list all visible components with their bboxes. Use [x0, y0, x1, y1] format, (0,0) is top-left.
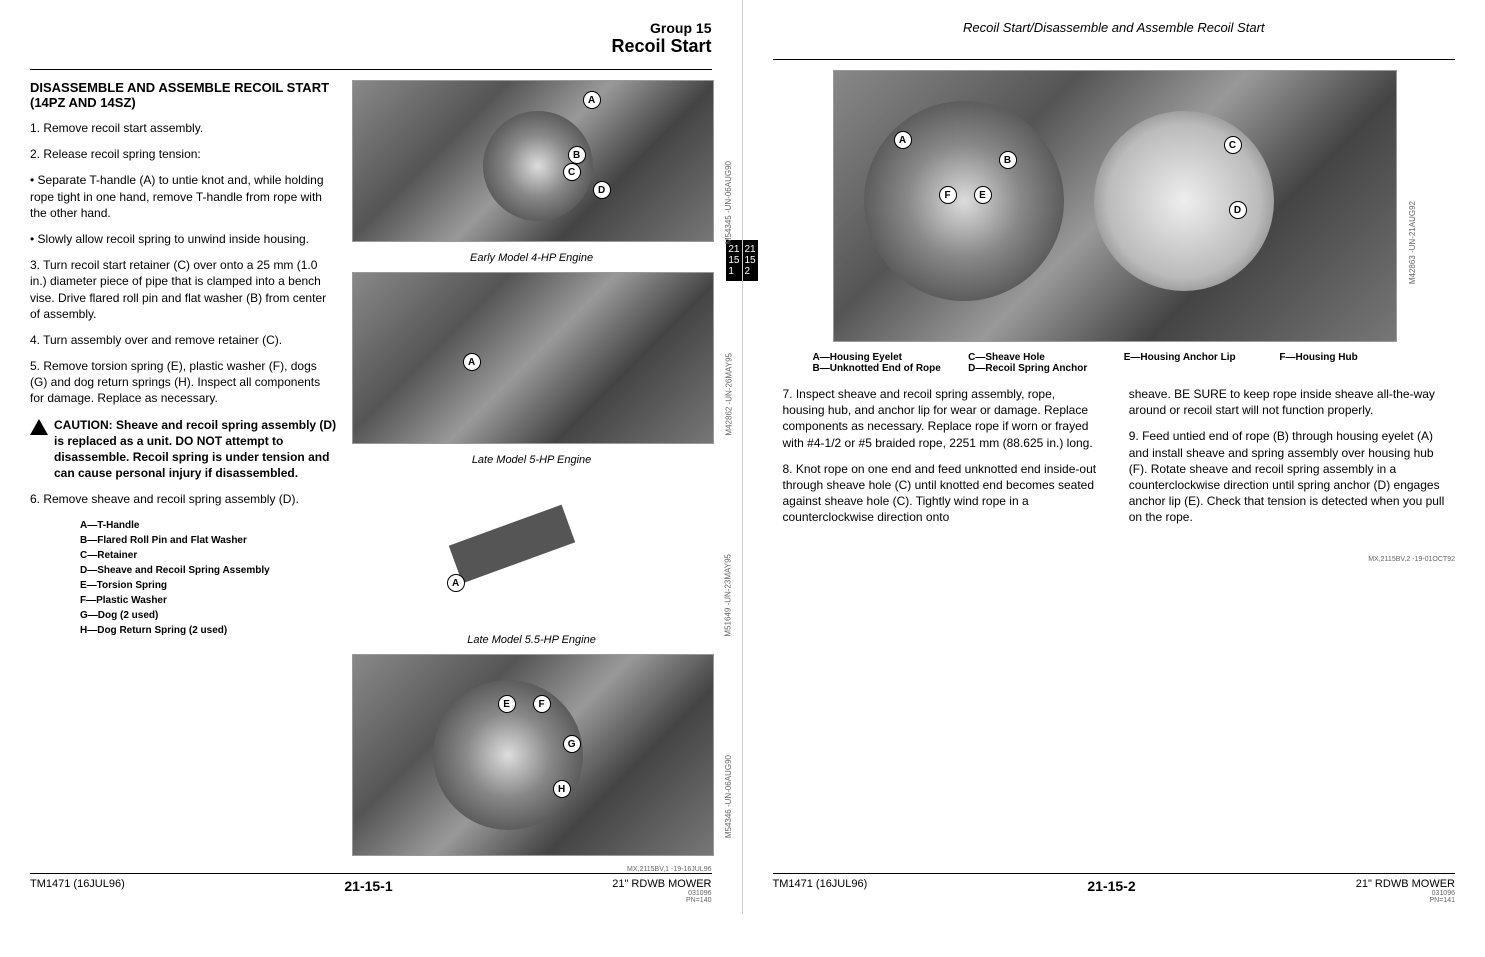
footer-page: 21-15-2 [1087, 878, 1135, 904]
step: sheave. BE SURE to keep rope inside shea… [1129, 386, 1445, 418]
text-column: DISASSEMBLE AND ASSEMBLE RECOIL START (1… [30, 80, 337, 873]
figure-code: M54346 -UN-06AUG90 [725, 755, 734, 838]
side-tab: 21 15 2 [743, 240, 758, 281]
page-footer: TM1471 (16JUL96) 21-15-2 21" RDWB MOWER … [773, 873, 1456, 904]
figure-1: A B C D M54345 -UN-06AUG90 [352, 80, 714, 242]
legend-item: F—Plastic Washer [80, 593, 337, 608]
footer-doc: TM1471 (16JUL96) [30, 878, 125, 904]
body-col-2: sheave. BE SURE to keep rope inside shea… [1129, 386, 1445, 536]
page-left: Group 15 Recoil Start 21 15 1 DISASSEMBL… [0, 0, 743, 914]
image-column: A B C D M54345 -UN-06AUG90 Early Model 4… [352, 80, 712, 873]
legend-item: A—T-Handle [80, 518, 337, 533]
content: DISASSEMBLE AND ASSEMBLE RECOIL START (1… [30, 80, 712, 873]
warning-icon [30, 419, 48, 435]
rule [773, 59, 1456, 60]
legend-col: F—Housing Hub [1279, 352, 1415, 374]
legend-item: B—Flared Roll Pin and Flat Washer [80, 533, 337, 548]
group-label: Group 15 [30, 20, 712, 36]
caution-text: CAUTION: Sheave and recoil spring assemb… [54, 417, 337, 482]
figure-code: M54345 -UN-06AUG90 [725, 161, 734, 244]
page-right: Recoil Start/Disassemble and Assemble Re… [743, 0, 1485, 914]
legend-item: D—Sheave and Recoil Spring Assembly [80, 563, 337, 578]
figure-caption: Late Model 5.5-HP Engine [352, 634, 712, 646]
body-col-1: 7. Inspect sheave and recoil spring asse… [783, 386, 1099, 536]
step: • Slowly allow recoil spring to unwind i… [30, 231, 337, 247]
section-title: Recoil Start [30, 36, 712, 57]
legend-col: E—Housing Anchor Lip [1124, 352, 1260, 374]
caution-block: CAUTION: Sheave and recoil spring assemb… [30, 417, 337, 482]
step: 6. Remove sheave and recoil spring assem… [30, 491, 337, 507]
step: 7. Inspect sheave and recoil spring asse… [783, 386, 1099, 451]
figure-right: A B F E C D M42863 -UN-21AUG92 [833, 70, 1398, 342]
step: • Separate T-handle (A) to untie knot an… [30, 172, 337, 221]
figure-code: M51649 -UN-23MAY95 [724, 554, 733, 637]
parts-legend: A—T-Handle B—Flared Roll Pin and Flat Wa… [80, 518, 337, 638]
footer-page: 21-15-1 [344, 878, 392, 904]
footer-doc: TM1471 (16JUL96) [773, 878, 868, 904]
step: 9. Feed untied end of rope (B) through h… [1129, 428, 1445, 525]
revision-code: MX,2115BV,1 -19-16JUL96 [352, 866, 712, 873]
body-columns: 7. Inspect sheave and recoil spring asse… [773, 386, 1456, 536]
step: 3. Turn recoil start retainer (C) over o… [30, 257, 337, 322]
step: 4. Turn assembly over and remove retaine… [30, 332, 337, 348]
step: 1. Remove recoil start assembly. [30, 120, 337, 136]
legend-item: G—Dog (2 used) [80, 608, 337, 623]
step: 8. Knot rope on one end and feed unknott… [783, 461, 1099, 526]
legend-col: A—Housing Eyelet B—Unknotted End of Rope [813, 352, 949, 374]
figure-code: M42862 -UN-26MAY95 [725, 353, 734, 436]
figure-caption: Late Model 5-HP Engine [352, 454, 712, 466]
procedure-title: DISASSEMBLE AND ASSEMBLE RECOIL START (1… [30, 80, 337, 110]
figure-4: E F G H M54346 -UN-06AUG90 [352, 654, 714, 856]
parts-legend: A—Housing Eyelet B—Unknotted End of Rope… [773, 352, 1456, 374]
legend-item: C—Retainer [80, 548, 337, 563]
footer-model: 21" RDWB MOWER 031096 PN=141 [1356, 878, 1455, 904]
page-footer: TM1471 (16JUL96) 21-15-1 21" RDWB MOWER … [30, 873, 712, 904]
figure-caption: Early Model 4-HP Engine [352, 252, 712, 264]
rule [30, 69, 712, 70]
legend-item: E—Torsion Spring [80, 578, 337, 593]
figure-3: A M51649 -UN-23MAY95 [352, 474, 712, 624]
legend-item: H—Dog Return Spring (2 used) [80, 623, 337, 638]
legend-col: C—Sheave Hole D—Recoil Spring Anchor [968, 352, 1104, 374]
figure-wrap: A B F E C D M42863 -UN-21AUG92 [773, 70, 1456, 342]
figure-2: A M42862 -UN-26MAY95 [352, 272, 714, 444]
step: 5. Remove torsion spring (E), plastic wa… [30, 358, 337, 407]
running-header: Recoil Start/Disassemble and Assemble Re… [773, 20, 1456, 35]
step: 2. Release recoil spring tension: [30, 146, 337, 162]
side-tab: 21 15 1 [726, 240, 741, 281]
footer-model: 21" RDWB MOWER 031096 PN=140 [612, 878, 711, 904]
page-header: Group 15 Recoil Start [30, 20, 712, 57]
figure-code: M42863 -UN-21AUG92 [1408, 201, 1417, 284]
revision-code: MX,2115BV,2 -19-01OCT92 [773, 556, 1456, 563]
